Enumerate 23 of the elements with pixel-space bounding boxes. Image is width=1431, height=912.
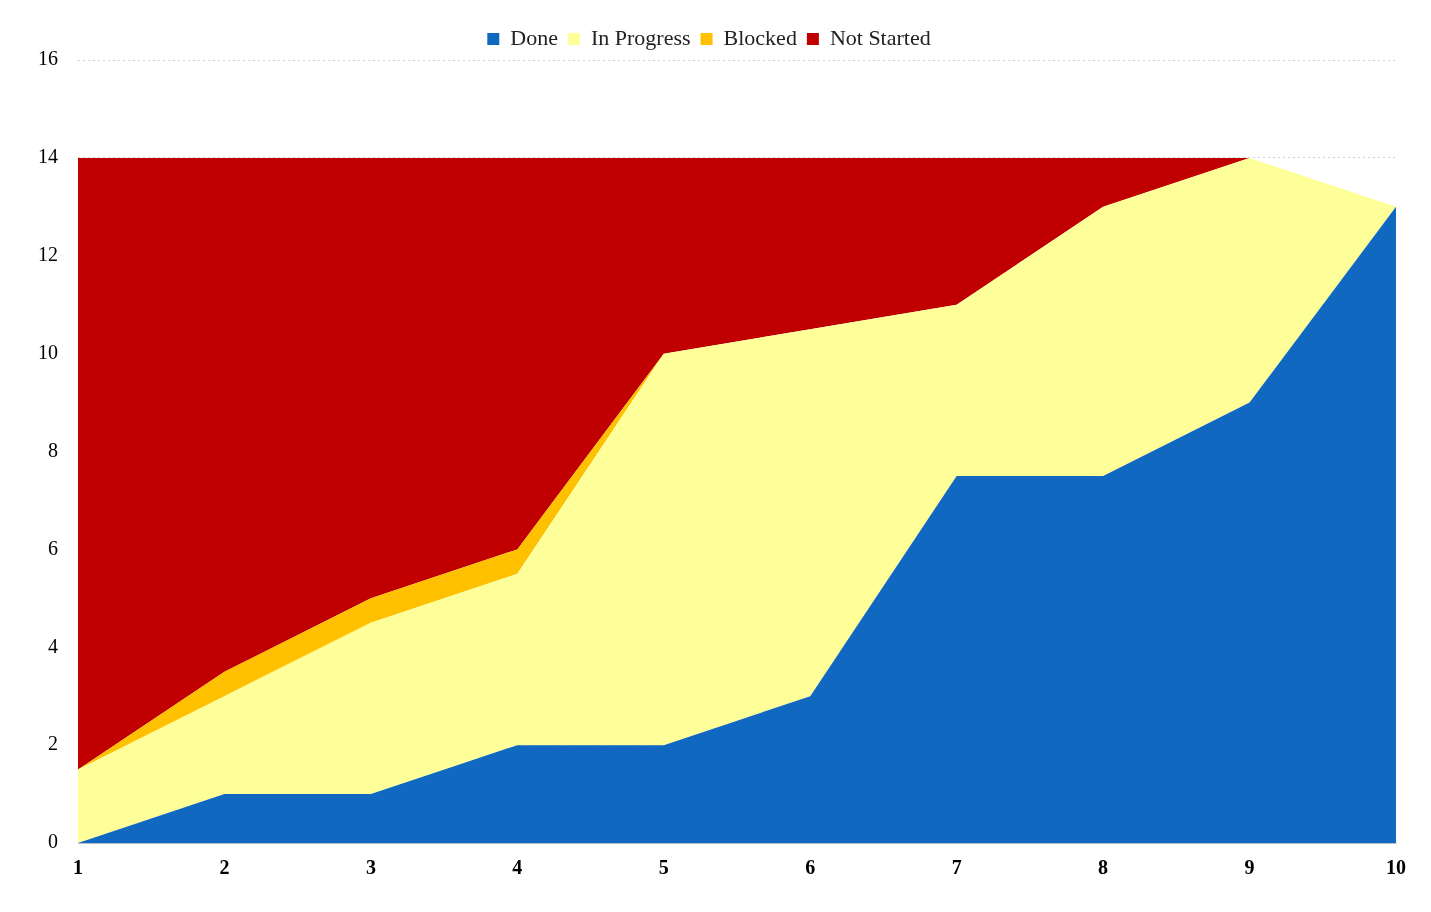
y-tick-label: 8 xyxy=(48,438,58,461)
y-tick-label: 0 xyxy=(48,830,58,853)
x-tick-label: 2 xyxy=(219,856,230,879)
x-tick-label: 6 xyxy=(805,856,816,879)
legend-label: Blocked xyxy=(723,24,797,50)
legend-label: In Progress xyxy=(590,24,691,50)
y-tick-label: 14 xyxy=(38,145,58,168)
x-tick-label: 4 xyxy=(512,856,523,879)
x-tick-label: 5 xyxy=(658,856,669,879)
x-tick-label: 9 xyxy=(1244,856,1255,879)
x-tick-label: 10 xyxy=(1386,856,1406,879)
y-tick-label: 12 xyxy=(38,243,58,265)
y-tick-label: 10 xyxy=(38,340,58,363)
legend-label: Not Started xyxy=(829,24,931,50)
y-tick-label: 4 xyxy=(48,634,58,657)
y-tick-label: 16 xyxy=(38,47,58,70)
x-tick-label: 1 xyxy=(73,856,83,879)
x-tick-label: 3 xyxy=(365,856,376,879)
x-tick-label: 8 xyxy=(1098,856,1109,879)
y-tick-label: 2 xyxy=(48,732,58,755)
x-tick-label: 7 xyxy=(951,856,962,879)
legend-label: Done xyxy=(510,24,558,50)
y-tick-label: 6 xyxy=(48,536,58,559)
